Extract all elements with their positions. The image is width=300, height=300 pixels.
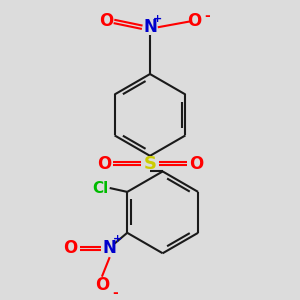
Text: O: O (95, 276, 109, 294)
Text: +: + (153, 14, 162, 23)
Text: Cl: Cl (92, 181, 108, 196)
Text: +: + (113, 234, 122, 244)
Text: O: O (64, 239, 78, 257)
Text: O: O (97, 154, 111, 172)
Text: N: N (143, 18, 157, 36)
Text: N: N (103, 239, 117, 257)
Text: O: O (187, 12, 201, 30)
Text: S: S (143, 154, 157, 172)
Text: -: - (205, 9, 210, 22)
Text: -: - (113, 286, 118, 300)
Text: O: O (99, 12, 113, 30)
Text: O: O (189, 154, 203, 172)
